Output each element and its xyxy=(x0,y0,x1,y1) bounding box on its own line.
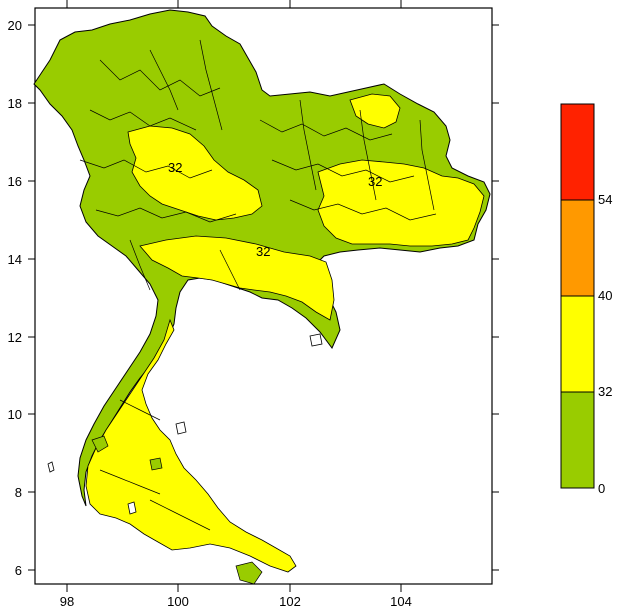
green-spot-south-3 xyxy=(235,561,263,585)
y-tick-8: 8 xyxy=(15,485,22,500)
yellow-patch-east xyxy=(317,159,485,247)
y-tick-10: 10 xyxy=(8,407,22,422)
x-tick-labels: 98 100 102 104 xyxy=(60,594,412,609)
x-tick-100: 100 xyxy=(167,594,189,609)
legend-label-0: 0 xyxy=(598,481,605,496)
legend-label-54: 54 xyxy=(598,192,612,207)
legend-bin-0-32 xyxy=(560,391,595,489)
y-axis xyxy=(28,24,499,571)
x-tick-102: 102 xyxy=(279,594,301,609)
y-tick-labels: 20 18 16 14 12 10 8 6 xyxy=(8,18,22,578)
yellow-patch-central xyxy=(139,235,335,321)
legend-bin-54-plus xyxy=(560,103,595,201)
colorbar-legend: 54 40 32 0 xyxy=(560,103,612,496)
x-axis xyxy=(66,0,402,592)
y-tick-16: 16 xyxy=(8,174,22,189)
yellow-patch-north xyxy=(127,125,263,221)
province-boundaries xyxy=(79,39,437,531)
legend-label-32: 32 xyxy=(598,384,612,399)
yellow-patch-northeast xyxy=(349,93,401,129)
x-tick-98: 98 xyxy=(60,594,74,609)
green-spot-south-1 xyxy=(91,435,109,453)
y-tick-14: 14 xyxy=(8,252,22,267)
yellow-patch-south xyxy=(85,318,297,573)
y-tick-20: 20 xyxy=(8,18,22,33)
region-above-32 xyxy=(85,93,485,573)
legend-bin-40-54 xyxy=(560,199,595,297)
green-spot-south-2 xyxy=(149,457,163,471)
contour-labels: 32 32 32 xyxy=(168,160,382,259)
legend-label-40: 40 xyxy=(598,288,612,303)
legend-bin-32-40 xyxy=(560,295,595,393)
y-tick-12: 12 xyxy=(8,330,22,345)
y-tick-6: 6 xyxy=(15,563,22,578)
y-tick-18: 18 xyxy=(8,96,22,111)
contour-label-2: 32 xyxy=(368,174,382,189)
contour-label-3: 32 xyxy=(256,244,270,259)
islands xyxy=(47,333,323,515)
contour-label-1: 32 xyxy=(168,160,182,175)
x-tick-104: 104 xyxy=(390,594,412,609)
region-below-32-south xyxy=(91,435,263,585)
